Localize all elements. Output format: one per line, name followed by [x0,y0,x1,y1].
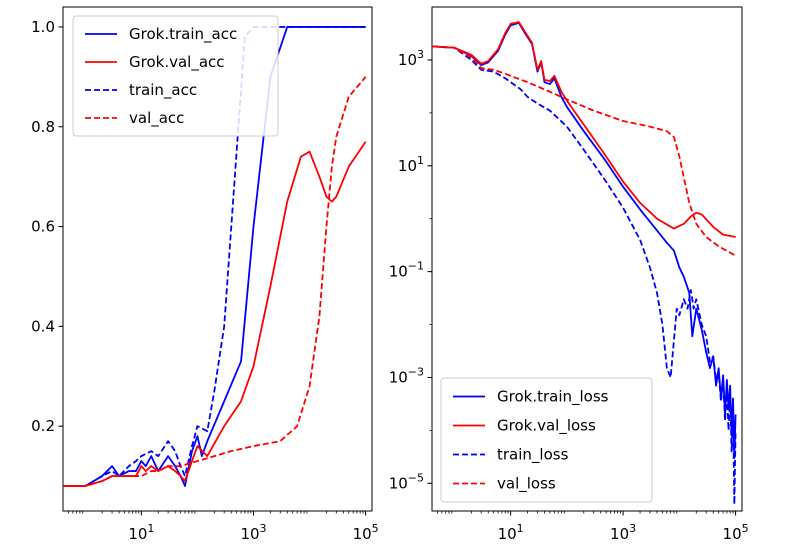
y-tick-label: 0.6 [31,218,55,236]
y-tick-label: 10−3 [389,365,424,386]
y-tick-label: 10−5 [389,471,424,492]
series-line-grok-train-loss [432,22,737,459]
series-line-val-loss [432,45,737,257]
y-tick-label: 0.2 [31,417,55,435]
legend-box [440,377,653,503]
legend-box [72,15,279,137]
loss-panel: 101 103 105 103 101 10−1 10−3 10−5 Grok.train_lo… [389,6,749,543]
y-tick-label: 0.4 [31,317,55,335]
legend-label-train-loss: train_loss [497,446,569,465]
x-tick-label: 105 [723,522,749,543]
series-group [63,26,367,487]
legend: Grok.train_acc Grok.val_acc train_acc val_a… [72,15,279,137]
legend-label-grok-train-acc: Grok.train_acc [129,25,237,44]
y-tick-label: 10−1 [389,260,424,281]
legend-label-val-loss: val_loss [497,475,556,494]
x-tick-label: 105 [353,522,379,543]
series-line-grok-val-loss [432,21,736,238]
x-tick-label: 103 [240,522,266,543]
legend-label-grok-val-acc: Grok.val_acc [129,53,225,72]
series-line-train-acc [63,26,366,487]
legend-label-train-acc: train_acc [129,81,197,100]
legend-label-grok-train-loss: Grok.train_loss [497,388,609,407]
series-group [432,21,737,506]
y-tick-label: 101 [398,154,424,175]
x-tick-label: 101 [498,522,524,543]
series-line-val-acc [63,76,367,487]
legend: Grok.train_loss Grok.val_loss train_lossva… [440,377,653,503]
x-tick-label: 103 [610,522,636,543]
y-tick-label: 1.0 [31,18,55,36]
x-tick-label: 101 [128,522,154,543]
legend-label-val-acc: val_acc [129,109,184,128]
legend-label-grok-val-loss: Grok.val_loss [497,417,596,436]
series-line-train-loss [432,45,737,506]
y-tick-label: 0.8 [31,118,55,136]
y-tick-label: 103 [398,48,424,69]
